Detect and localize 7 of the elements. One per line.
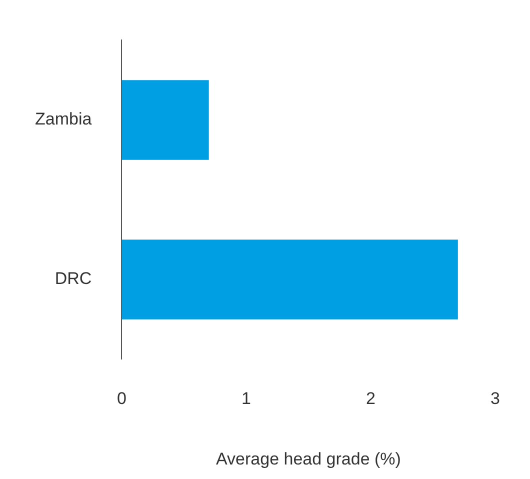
x-axis-title: Average head grade (%)	[216, 449, 401, 468]
y-tick-label: Zambia	[35, 110, 92, 129]
x-tick-label: 3	[490, 389, 500, 408]
x-tick-label: 1	[241, 389, 251, 408]
x-tick-label: 2	[366, 389, 376, 408]
x-tick-label: 0	[116, 389, 126, 408]
y-tick-label: DRC	[54, 269, 92, 288]
